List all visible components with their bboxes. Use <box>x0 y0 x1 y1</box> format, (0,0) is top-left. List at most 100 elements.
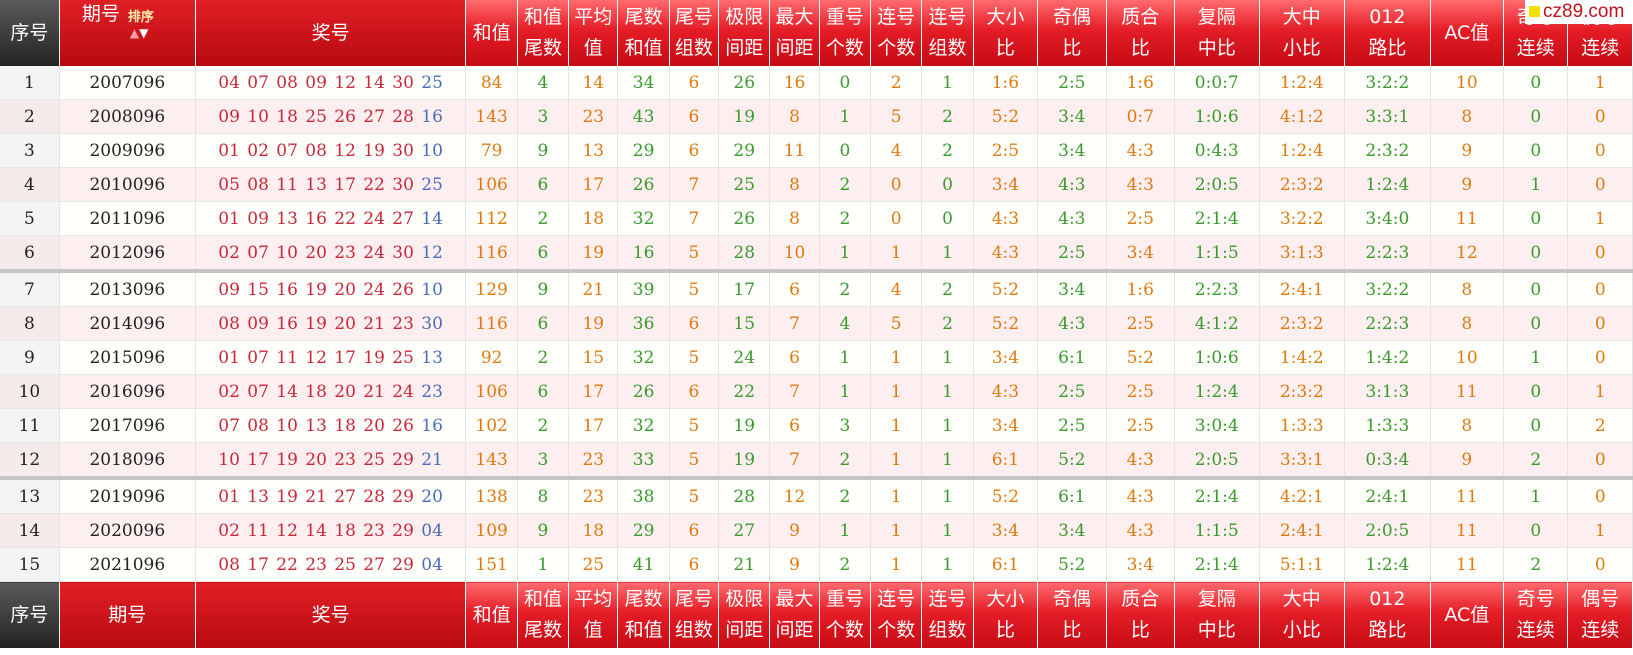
row-stat-12: 4:3 <box>1106 513 1175 548</box>
logo-square-icon <box>1529 6 1540 17</box>
header-col-0-line-1: 和值 <box>472 21 511 44</box>
row-stat-15: 1:3:3 <box>1344 408 1431 443</box>
red-ball-number: 17 <box>334 347 356 368</box>
footer-col-0: 和值 <box>465 581 518 648</box>
blue-ball-number: 21 <box>421 449 443 470</box>
row-seq: 3 <box>0 133 60 168</box>
red-ball-number: 17 <box>247 449 269 470</box>
header-col-18-line-2: 连续 <box>1581 37 1620 59</box>
footer-col-6-line-1: 最大 <box>775 588 814 610</box>
red-ball-number: 19 <box>363 140 385 161</box>
red-ball-number: 14 <box>305 520 327 541</box>
footer-col-2-line-1: 平均 <box>574 588 613 610</box>
row-seq: 14 <box>0 513 60 548</box>
row-stat-1: 2 <box>517 340 570 375</box>
row-stat-1: 9 <box>517 133 570 168</box>
red-ball-number: 29 <box>392 554 414 575</box>
header-col-9-line-2: 组数 <box>928 37 967 59</box>
row-stat-8: 5 <box>870 306 923 341</box>
row-stat-5: 26 <box>718 201 771 236</box>
row-stat-10: 4:3 <box>973 201 1039 236</box>
red-ball-number: 02 <box>218 520 240 541</box>
table-row: 7 2013096 09 15 16 19 20 24 26 10 129 9 21 39 5 17 6 2 4 2 5… <box>0 269 1633 307</box>
red-ball-number: 24 <box>363 242 385 263</box>
row-stat-14: 2:4:1 <box>1259 269 1346 307</box>
footer-col-4-line-2: 组数 <box>674 619 713 641</box>
red-ball-number: 28 <box>363 486 385 507</box>
row-seq: 15 <box>0 547 60 582</box>
row-seq: 7 <box>0 269 60 307</box>
row-stat-3: 34 <box>617 66 670 100</box>
red-ball-number: 22 <box>334 208 356 229</box>
footer-col-13: 复隔 中比 <box>1174 581 1260 648</box>
row-issue: 2014096 <box>59 306 196 341</box>
row-stat-15: 3:2:2 <box>1344 269 1431 307</box>
header-col-11-line-1: 奇偶 <box>1052 6 1091 28</box>
red-ball-number: 15 <box>247 279 269 300</box>
row-issue: 2020096 <box>59 513 196 548</box>
site-watermark[interactable]: cz89.com <box>1525 0 1633 24</box>
header-col-12-line-1: 质合 <box>1121 6 1160 28</box>
row-stat-3: 41 <box>617 547 670 582</box>
row-stat-15: 3:1:3 <box>1344 374 1431 409</box>
row-stat-1: 2 <box>517 201 570 236</box>
row-seq: 12 <box>0 442 60 479</box>
red-ball-number: 20 <box>334 279 356 300</box>
red-ball-number: 01 <box>218 208 240 229</box>
row-stat-15: 1:4:2 <box>1344 340 1431 375</box>
red-ball-number: 26 <box>392 279 414 300</box>
row-stat-18: 0 <box>1567 167 1633 202</box>
sort-up-arrow-icon[interactable]: ▲ <box>129 25 140 40</box>
footer-col-7-line-1: 重号 <box>825 588 864 610</box>
table-row: 1 2007096 04 07 08 09 12 14 30 25 84 4 14 34 6 26 16 0 2 1 1… <box>0 66 1633 100</box>
sort-arrows-icon[interactable]: ▲▼ <box>130 27 148 39</box>
header-col-13-line-2: 中比 <box>1197 37 1236 59</box>
blue-ball-number: 25 <box>421 174 443 195</box>
row-stat-11: 5:2 <box>1037 547 1107 582</box>
row-stat-12: 1:6 <box>1106 66 1175 100</box>
row-stat-8: 1 <box>870 442 923 479</box>
footer-col-11-line-2: 比 <box>1062 619 1082 641</box>
footer-col-5-line-2: 间距 <box>725 619 764 641</box>
row-issue: 2021096 <box>59 547 196 582</box>
footer-seq: 序号 <box>0 581 60 648</box>
row-stat-6: 9 <box>769 513 820 548</box>
footer-col-14-line-2: 小比 <box>1282 619 1321 641</box>
red-ball-number: 13 <box>247 486 269 507</box>
red-ball-number: 29 <box>392 486 414 507</box>
row-stat-5: 19 <box>718 442 771 479</box>
header-col-8: 连号 个数 <box>870 0 923 66</box>
row-stat-3: 16 <box>617 235 670 272</box>
row-seq: 11 <box>0 408 60 443</box>
header-col-4-line-2: 组数 <box>674 37 713 59</box>
row-stat-3: 29 <box>617 513 670 548</box>
header-col-9-line-1: 连号 <box>928 6 967 28</box>
row-stat-5: 17 <box>718 269 771 307</box>
red-ball-number: 14 <box>276 381 298 402</box>
row-stat-17: 2 <box>1503 442 1569 479</box>
sort-button[interactable]: 排序 <box>127 9 154 25</box>
row-stat-10: 3:4 <box>973 167 1039 202</box>
row-stat-13: 1:1:5 <box>1174 235 1260 272</box>
red-ball-number: 23 <box>305 554 327 575</box>
row-stat-11: 6:1 <box>1037 340 1107 375</box>
footer-seq-line-1: 序号 <box>10 603 49 626</box>
row-stat-5: 19 <box>718 99 771 134</box>
row-stat-17: 0 <box>1503 513 1569 548</box>
row-issue: 2009096 <box>59 133 196 168</box>
row-stat-8: 4 <box>870 269 923 307</box>
row-issue: 2017096 <box>59 408 196 443</box>
row-stat-2: 14 <box>568 66 619 100</box>
row-stat-8: 1 <box>870 408 923 443</box>
row-stat-15: 0:3:4 <box>1344 442 1431 479</box>
sort-down-arrow-icon[interactable]: ▼ <box>139 25 149 40</box>
row-stat-5: 28 <box>718 476 771 514</box>
red-ball-number: 09 <box>218 106 240 127</box>
header-col-9: 连号 组数 <box>921 0 974 66</box>
row-stat-15: 2:2:3 <box>1344 235 1431 272</box>
row-stat-3: 36 <box>617 306 670 341</box>
row-stat-16: 9 <box>1430 442 1505 479</box>
row-stat-1: 9 <box>517 269 570 307</box>
